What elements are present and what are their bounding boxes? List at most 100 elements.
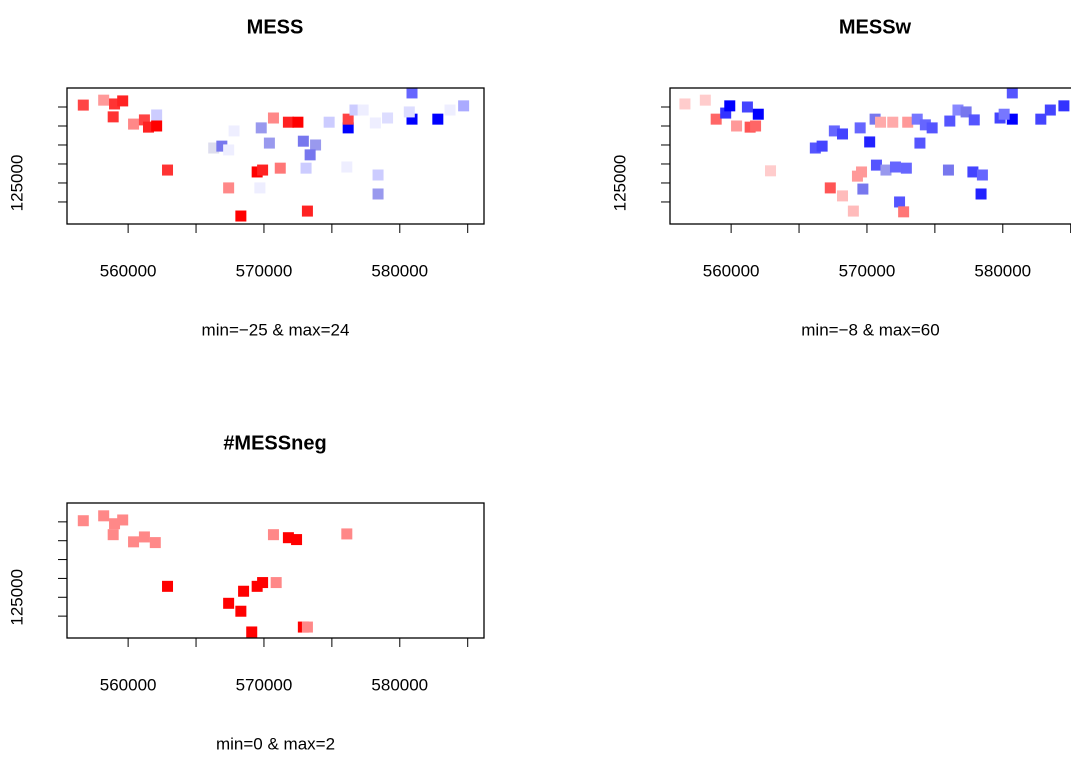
- point: [919, 119, 931, 131]
- point: [98, 510, 110, 522]
- point: [291, 534, 303, 546]
- point: [142, 121, 154, 133]
- x-tick-label: 560000: [100, 261, 157, 280]
- point: [952, 104, 964, 116]
- point: [138, 531, 150, 543]
- point: [854, 122, 866, 134]
- point: [223, 597, 235, 609]
- point: [138, 114, 150, 126]
- point: [406, 87, 418, 99]
- point: [77, 515, 89, 527]
- point: [679, 98, 691, 110]
- point: [342, 113, 354, 125]
- point: [894, 196, 906, 208]
- point: [162, 164, 174, 176]
- plot-box: [66, 502, 485, 639]
- point: [870, 159, 882, 171]
- point: [875, 116, 887, 128]
- point: [750, 120, 762, 132]
- point: [403, 106, 415, 118]
- point: [837, 128, 849, 140]
- point: [944, 115, 956, 127]
- point: [1044, 104, 1056, 116]
- point: [911, 113, 923, 125]
- point: [887, 116, 899, 128]
- point: [77, 99, 89, 111]
- point: [837, 190, 849, 202]
- point: [741, 101, 753, 113]
- point: [128, 118, 140, 130]
- plot-box: [669, 87, 1071, 225]
- x-axis-label: min=−25 & max=24: [202, 320, 350, 339]
- x-axis-label: min=0 & max=2: [216, 734, 335, 753]
- point: [710, 113, 722, 125]
- x-tick-label: 570000: [839, 261, 896, 280]
- point: [724, 100, 736, 112]
- point: [323, 116, 335, 128]
- point: [824, 182, 836, 194]
- point: [109, 518, 121, 530]
- point: [304, 149, 316, 161]
- point: [880, 164, 892, 176]
- point: [254, 182, 266, 194]
- point: [151, 120, 163, 132]
- x-tick-label: 580000: [371, 675, 428, 694]
- point: [1035, 113, 1047, 125]
- point: [1006, 113, 1018, 125]
- point: [857, 183, 869, 195]
- point: [372, 169, 384, 181]
- point: [1006, 87, 1018, 99]
- point: [458, 100, 470, 112]
- point: [847, 205, 859, 217]
- point: [107, 529, 119, 541]
- point: [898, 206, 910, 218]
- point: [301, 621, 313, 633]
- point: [128, 536, 140, 548]
- x-tick-label: 580000: [371, 261, 428, 280]
- point: [699, 94, 711, 106]
- point: [432, 113, 444, 125]
- point: [731, 120, 743, 132]
- point: [960, 106, 972, 118]
- point: [357, 104, 369, 116]
- x-tick-label: 570000: [236, 675, 293, 694]
- point: [765, 165, 777, 177]
- x-tick-label: 560000: [703, 261, 760, 280]
- point: [263, 137, 275, 149]
- x-axis-label: min=−8 & max=60: [801, 320, 939, 339]
- point: [149, 537, 161, 549]
- point: [98, 94, 110, 106]
- point: [238, 585, 250, 597]
- point: [246, 626, 258, 638]
- point: [341, 528, 353, 540]
- point: [216, 140, 228, 152]
- point: [107, 111, 119, 123]
- point: [267, 112, 279, 124]
- point: [902, 116, 914, 128]
- point: [372, 188, 384, 200]
- point: [967, 166, 979, 178]
- point: [117, 95, 129, 107]
- point: [228, 125, 240, 137]
- point: [255, 122, 267, 134]
- point: [914, 137, 926, 149]
- point: [816, 140, 828, 152]
- plot-box: [66, 87, 485, 225]
- point: [235, 605, 247, 617]
- point: [1058, 100, 1070, 112]
- point: [151, 109, 163, 121]
- point: [864, 136, 876, 148]
- point: [301, 205, 313, 217]
- y-tick-label: 125000: [610, 155, 629, 212]
- point: [282, 532, 294, 544]
- point: [369, 117, 381, 129]
- point: [342, 122, 354, 134]
- point: [828, 125, 840, 137]
- point: [752, 108, 764, 120]
- point: [444, 104, 456, 116]
- point: [968, 114, 980, 126]
- point: [889, 161, 901, 173]
- y-tick-label: 125000: [7, 155, 26, 212]
